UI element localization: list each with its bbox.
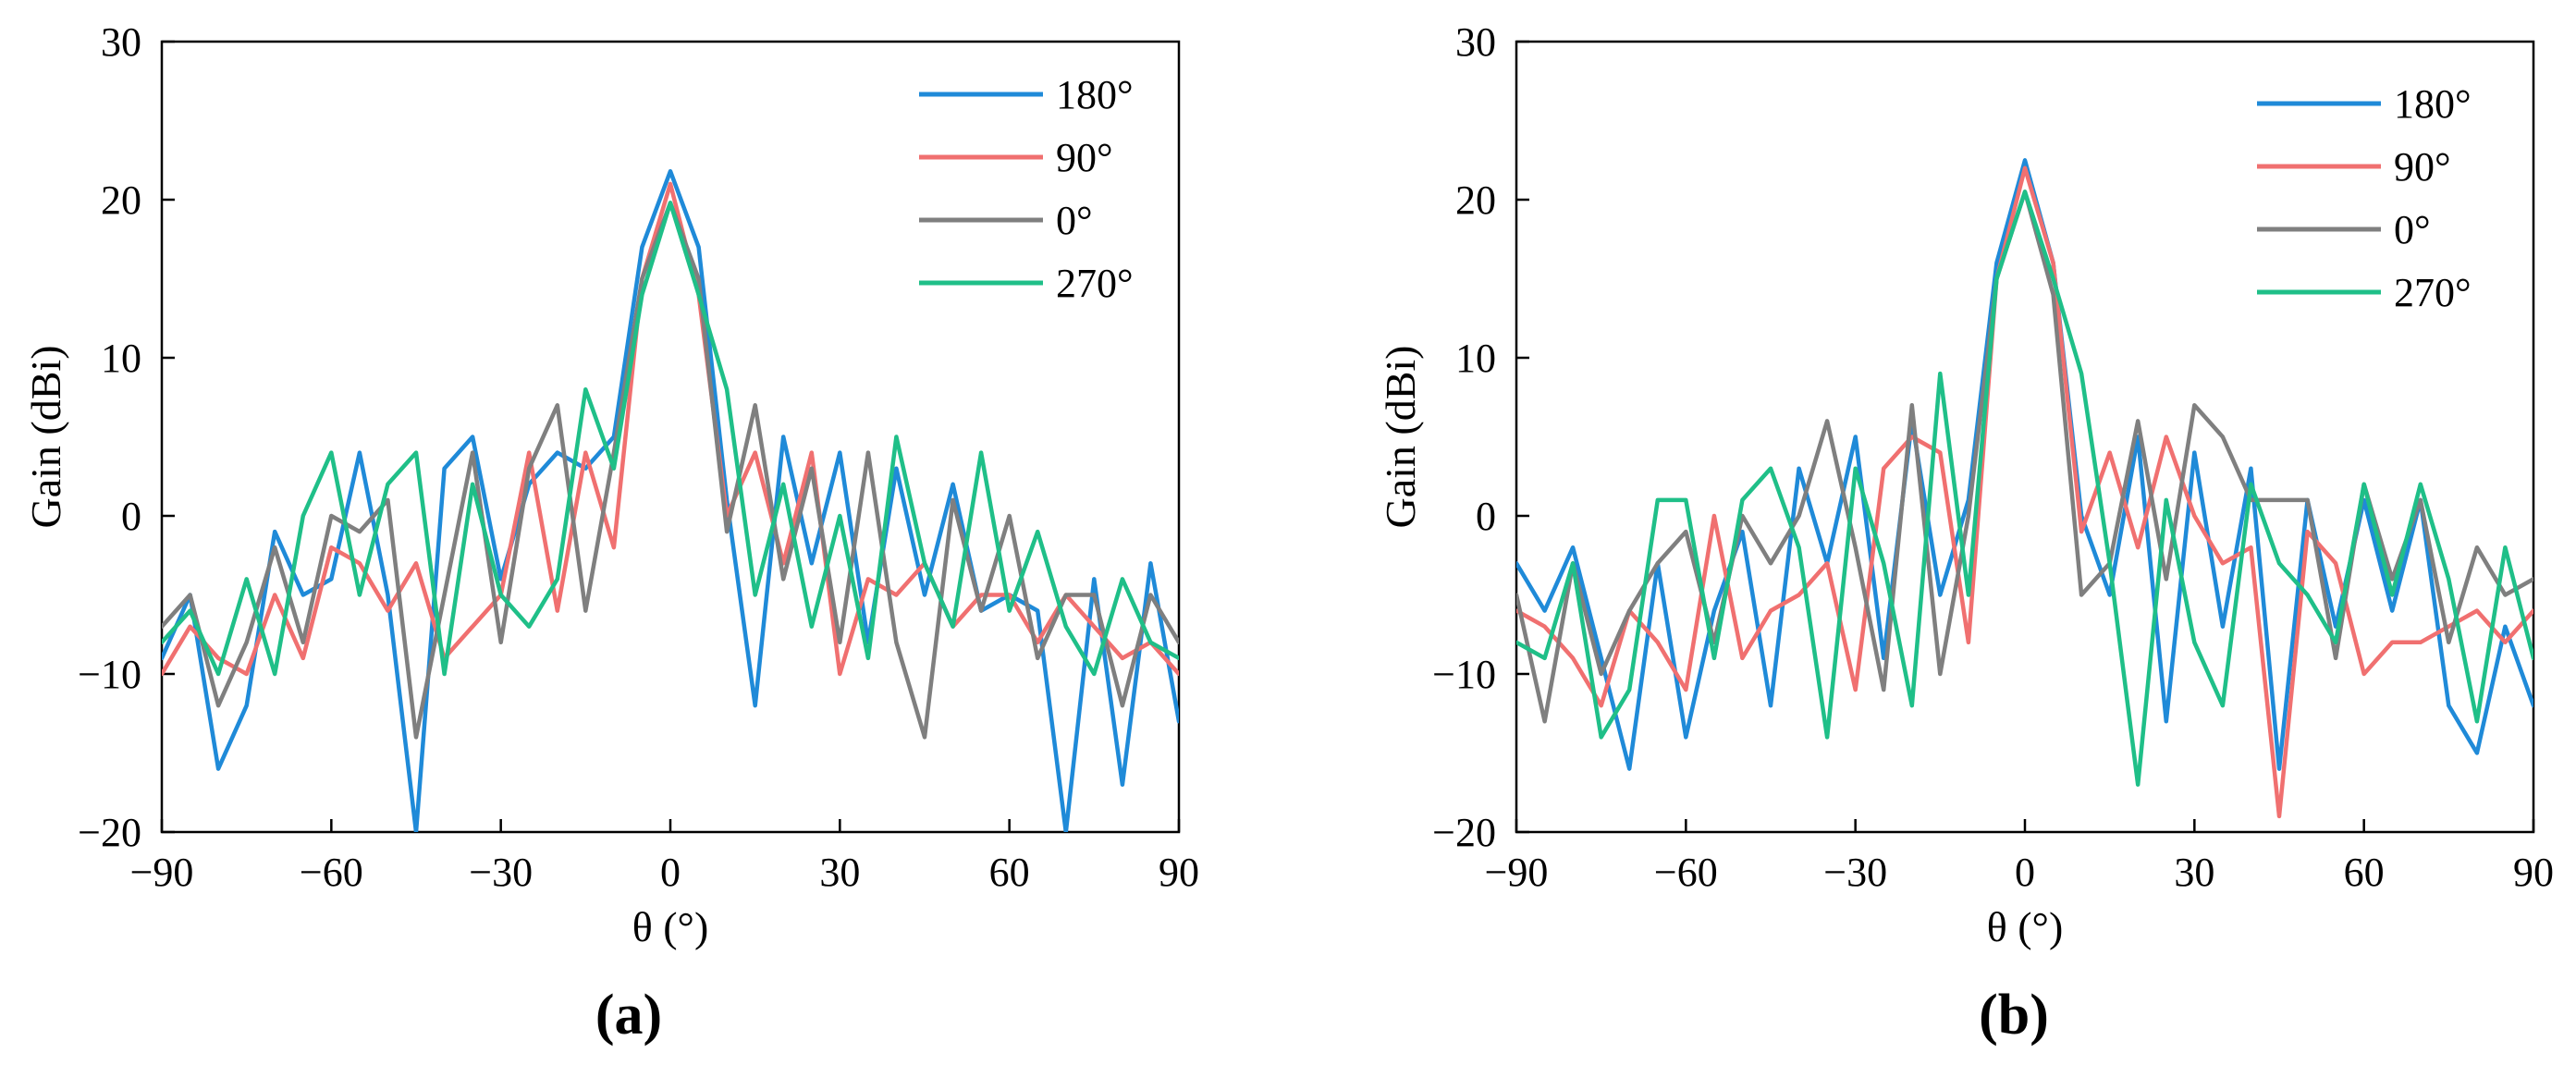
panel-b: −90 −60 −30 0 30 60 90 −20 −10 0 10 20 30 θ (°) Gain (… [1377, 19, 2554, 1047]
x-tick-label: 30 [2174, 850, 2214, 895]
x-tick-label: −30 [1823, 850, 1887, 895]
legend-label: 270° [2394, 270, 2472, 315]
panel-label: (b) [1979, 984, 2049, 1047]
y-tick-label: 30 [1455, 19, 1496, 65]
y-tick-label: 0 [121, 494, 141, 539]
y-tick-label: 0 [1476, 494, 1496, 539]
panel-a: −90 −60 −30 0 30 60 90 −20 −10 0 10 20 30 θ (°) Gain (… [22, 19, 1199, 1047]
legend-label: 180° [2394, 81, 2472, 127]
series-line-180deg [1516, 158, 2533, 771]
legend-label: 90° [1056, 135, 1113, 180]
y-tick-label: 20 [101, 178, 141, 223]
x-tick-label: 60 [989, 850, 1030, 895]
legend-label: 180° [1056, 72, 1134, 117]
x-tick-label: 60 [2344, 850, 2385, 895]
legend-label: 90° [2394, 144, 2451, 190]
y-tick-label: −10 [1432, 652, 1496, 697]
x-tick-label: −90 [1485, 850, 1549, 895]
x-axis-label: θ (°) [632, 903, 709, 950]
x-axis-label: θ (°) [1987, 903, 2064, 950]
x-tick-label: 0 [660, 850, 681, 895]
x-tick-label: −30 [469, 850, 533, 895]
y-tick-label: 10 [101, 336, 141, 381]
y-tick-label: 20 [1455, 178, 1496, 223]
x-tick-label: −60 [1654, 850, 1718, 895]
legend-label: 0° [2394, 207, 2431, 252]
x-tick-label: −90 [130, 850, 194, 895]
plot-frame [160, 40, 1181, 834]
x-tick-label: 0 [2015, 850, 2035, 895]
series-line-90deg [162, 181, 1179, 677]
y-axis-label: Gain (dBi) [22, 345, 69, 528]
x-tick-label: 90 [1159, 850, 1199, 895]
panel-label: (a) [595, 984, 662, 1047]
y-tick-label: 30 [101, 19, 141, 65]
series-line-270deg [1516, 190, 2533, 787]
y-axis-label: Gain (dBi) [1377, 345, 1424, 528]
y-tick-label: −20 [78, 810, 141, 855]
y-tick-label: 10 [1455, 336, 1496, 381]
x-tick-label: 90 [2513, 850, 2554, 895]
legend-label: 0° [1056, 198, 1093, 243]
y-tick-label: −20 [1432, 810, 1496, 855]
x-tick-label: −60 [300, 850, 363, 895]
series-line-90deg [1516, 165, 2533, 819]
series-group [1516, 158, 2533, 819]
y-tick-label: −10 [78, 652, 141, 697]
series-line-180deg [162, 168, 1179, 832]
legend-label: 270° [1056, 261, 1134, 306]
x-tick-label: 30 [819, 850, 860, 895]
series-group [162, 168, 1179, 832]
series-line-270deg [162, 201, 1179, 677]
